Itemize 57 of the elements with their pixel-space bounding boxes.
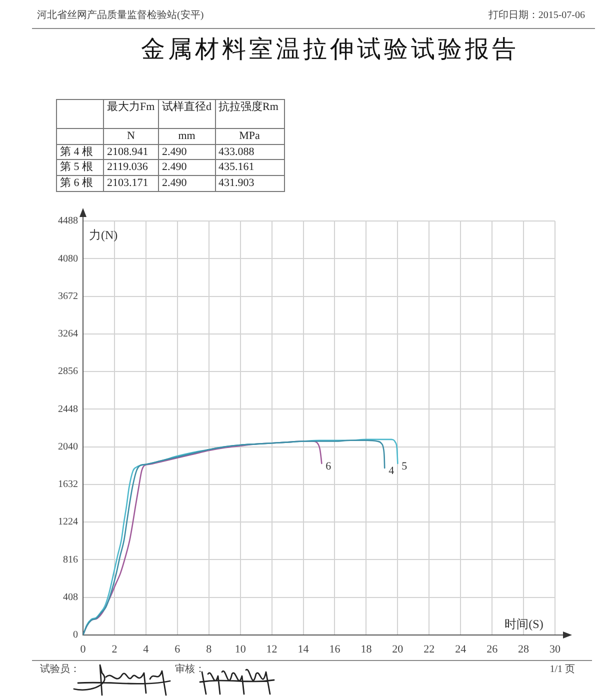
- y-tick-label: 3672: [58, 290, 78, 302]
- text: 431.903: [218, 176, 254, 189]
- text: MPa: [239, 130, 260, 142]
- x-tick-label: 8: [206, 643, 212, 656]
- text: 审核：: [175, 664, 205, 676]
- series-label: 5: [402, 460, 408, 472]
- text: 2119.036: [107, 161, 148, 174]
- text: 2.490: [162, 176, 187, 189]
- x-tick-label: 20: [392, 643, 404, 656]
- y-tick-label: 0: [73, 630, 78, 641]
- text: 第 6 根: [60, 176, 93, 189]
- text: 打印日期：2015-07-06: [488, 10, 585, 22]
- series-label: 4: [388, 464, 395, 477]
- x-tick-label: 10: [234, 643, 246, 656]
- y-tick-label: 3264: [58, 328, 78, 340]
- y-tick-label: 4080: [58, 253, 78, 264]
- text: mm: [178, 130, 196, 142]
- text: 435.161: [218, 161, 254, 174]
- text: 2.490: [162, 161, 187, 174]
- text: 1/1 页: [550, 664, 575, 676]
- text: 2103.171: [107, 176, 148, 189]
- y-axis-title: 力(N): [89, 228, 118, 242]
- x-tick-label: 0: [80, 643, 86, 656]
- x-tick-label: 12: [266, 643, 278, 656]
- text: 2108.941: [107, 146, 148, 158]
- y-tick-label: 408: [63, 592, 78, 603]
- text: 第 5 根: [60, 161, 93, 174]
- y-tick-label: 2040: [58, 441, 78, 452]
- text: 试验员：: [40, 664, 80, 676]
- y-tick-label: 2856: [58, 366, 78, 378]
- x-tick-label: 2: [112, 643, 118, 656]
- x-tick-label: 6: [174, 643, 181, 656]
- x-tick-label: 24: [455, 643, 467, 656]
- text: 河北省丝网产品质量监督检验站(安平): [37, 10, 204, 22]
- y-tick-label: 816: [63, 554, 78, 566]
- y-tick-label: 1224: [58, 516, 78, 528]
- text: 2.490: [162, 146, 187, 158]
- x-tick-label: 16: [329, 643, 341, 656]
- y-tick-label: 1632: [58, 479, 78, 490]
- x-tick-label: 4: [143, 643, 150, 656]
- x-tick-label: 22: [424, 643, 435, 656]
- x-tick-label: 30: [550, 643, 561, 656]
- series-label: 6: [326, 460, 332, 472]
- text: 试样直径d: [162, 101, 212, 113]
- text: N: [127, 130, 135, 142]
- text: 433.088: [218, 146, 254, 158]
- y-tick-label: 4488: [58, 216, 78, 227]
- y-tick-label: 2448: [58, 404, 78, 415]
- x-axis-title: 时间(S): [504, 617, 544, 632]
- x-tick-label: 28: [518, 643, 530, 656]
- text: 最大力Fm: [107, 101, 155, 113]
- x-tick-label: 26: [486, 643, 498, 656]
- chart-title: 金属材料室温拉伸试验试验报告: [141, 37, 519, 65]
- text: 抗拉强度Rm: [218, 101, 278, 113]
- x-tick-label: 18: [360, 643, 372, 656]
- text: 第 4 根: [60, 146, 93, 158]
- x-tick-label: 14: [298, 643, 310, 656]
